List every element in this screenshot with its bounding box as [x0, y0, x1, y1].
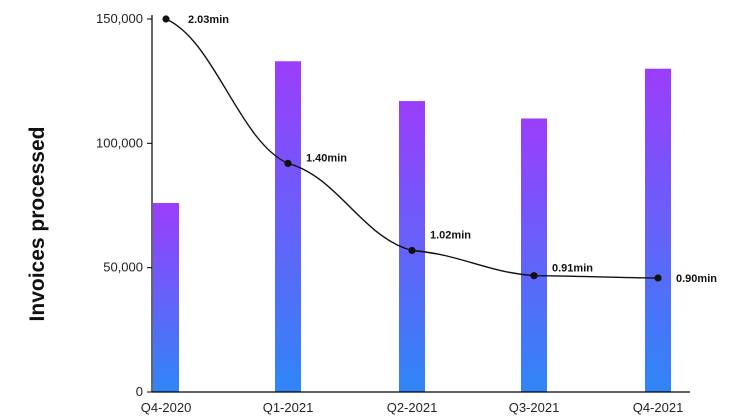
- point-label: 1.02min: [430, 229, 471, 241]
- line-point: [284, 159, 292, 167]
- y-tick-label: 150,000: [96, 11, 143, 26]
- line-point: [530, 272, 538, 280]
- axes-group: 0 50,000 100,000 150,000 Q4-2020 Q1-2021 Q2-20…: [96, 11, 690, 415]
- bar-Q3-2021: [521, 118, 547, 392]
- point-label: 0.90min: [676, 273, 717, 285]
- line-point: [408, 246, 416, 255]
- bars-group: [153, 61, 671, 392]
- y-tick-label: 100,000: [96, 135, 143, 150]
- labels-group: 2.03min 1.40min 1.02min 0.91min 0.90min: [188, 14, 717, 285]
- x-tick-label: Q4-2021: [633, 400, 684, 415]
- y-tick-label: 50,000: [103, 260, 143, 275]
- line-series-path: [165, 18, 659, 279]
- x-tick-label: Q4-2020: [141, 400, 192, 415]
- point-label: 0.91min: [552, 263, 593, 275]
- y-axis-title: Invoices processed: [26, 127, 49, 322]
- point-label: 1.40min: [306, 152, 347, 164]
- x-tick-label: Q1-2021: [263, 400, 314, 415]
- y-tick-label: 0: [136, 384, 143, 399]
- bar-Q4-2021: [645, 68, 671, 392]
- bar-Q1-2021: [275, 61, 301, 392]
- bar-Q4-2020: [153, 203, 179, 392]
- bar-Q2-2021: [399, 101, 425, 392]
- line-point: [654, 274, 662, 282]
- x-tick-label: Q2-2021: [387, 400, 438, 415]
- point-label: 2.03min: [188, 14, 229, 26]
- line-series-group: [162, 15, 662, 282]
- line-point: [162, 15, 170, 23]
- x-tick-label: Q3-2021: [509, 400, 560, 415]
